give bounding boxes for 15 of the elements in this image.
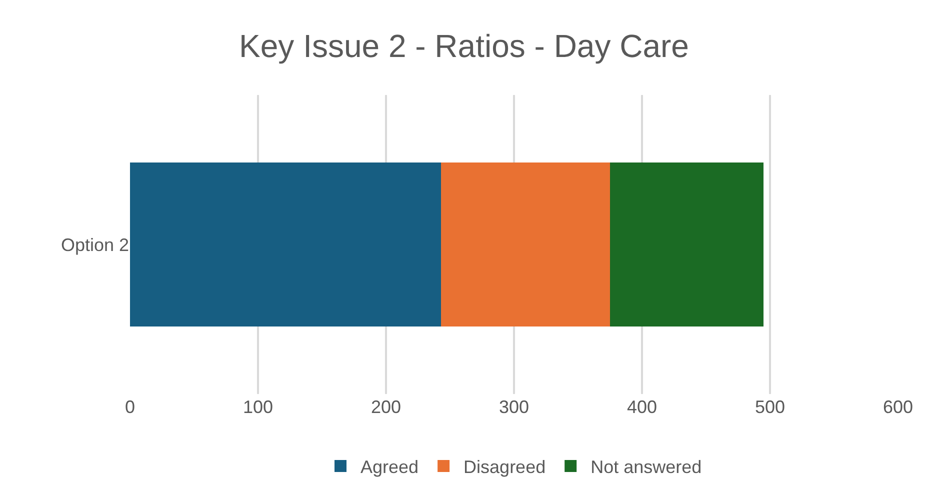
legend-label: Disagreed bbox=[464, 457, 546, 478]
bar bbox=[610, 162, 764, 327]
bar bbox=[441, 162, 610, 327]
legend-label: Agreed bbox=[360, 457, 419, 478]
x-tick-label: 600 bbox=[882, 397, 914, 417]
bar bbox=[130, 162, 442, 327]
chart-title: Key Issue 2 - Ratios - Day Care bbox=[239, 28, 689, 64]
legend-label: Not answered bbox=[590, 457, 702, 478]
x-tick-label: 500 bbox=[754, 397, 786, 417]
x-tick-label: 0 bbox=[124, 397, 136, 417]
x-tick-label: 400 bbox=[626, 397, 658, 417]
x-tick-label: 200 bbox=[370, 397, 402, 417]
y-tick-label: Option 2 bbox=[60, 234, 129, 255]
x-tick-label: 100 bbox=[242, 397, 274, 417]
x-tick-label: 300 bbox=[498, 397, 530, 417]
